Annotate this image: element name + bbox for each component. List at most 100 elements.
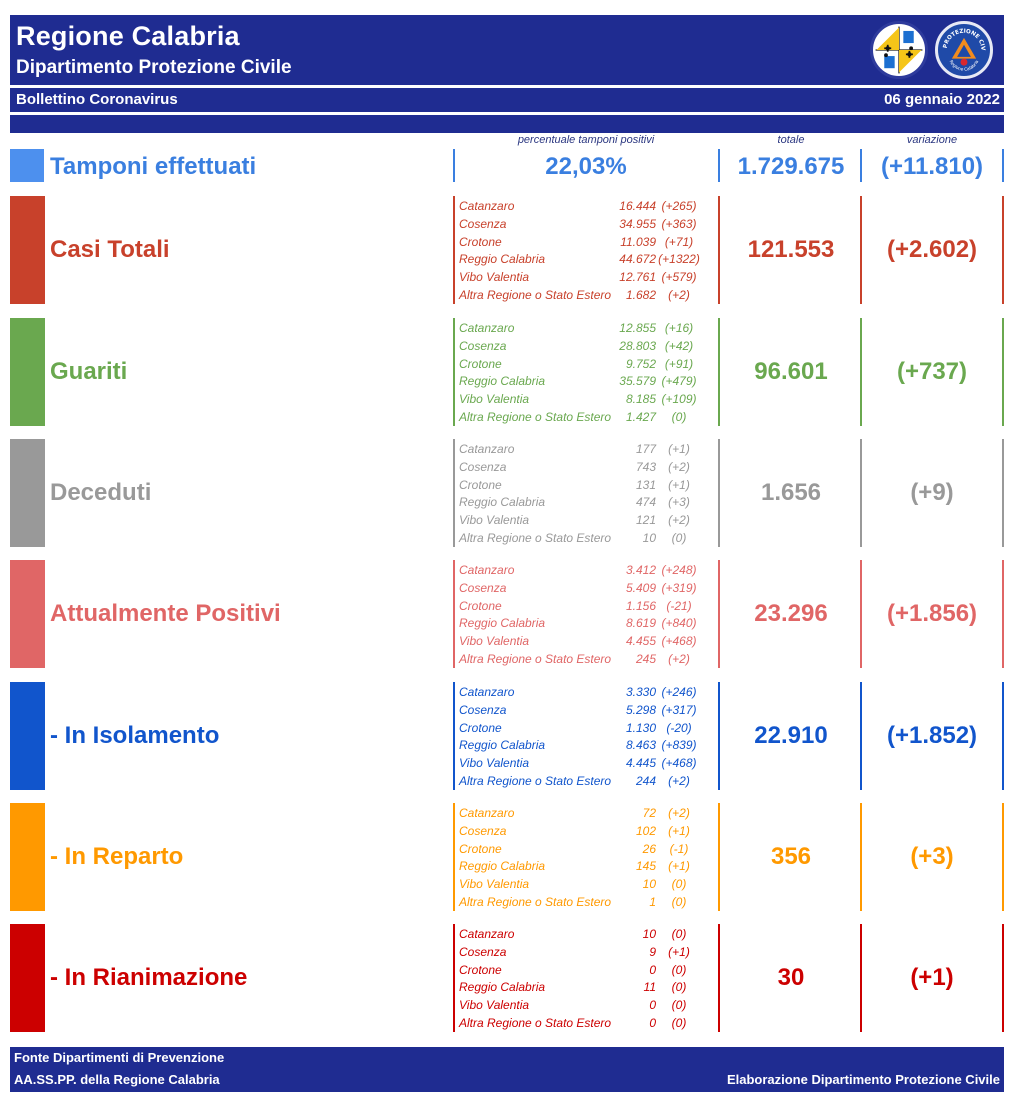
- province-value: 8.185: [625, 392, 656, 407]
- province-name: Crotone: [459, 356, 502, 371]
- tamponi-divider: [860, 149, 862, 182]
- province-name: Reggio Calabria: [459, 495, 546, 510]
- province-row: Crotone 9.752 (+91): [459, 356, 719, 374]
- section-divider: [453, 196, 455, 304]
- province-row: Altra Regione o Stato Estero 1 (0): [459, 894, 719, 912]
- tamponi-change: (+11.810): [880, 153, 984, 180]
- province-row: Catanzaro 3.330 (+246): [459, 684, 719, 702]
- province-name: Vibo Valentia: [459, 877, 530, 892]
- section-total: 23.296: [754, 600, 828, 627]
- province-name: Altra Regione o Stato Estero: [459, 287, 612, 302]
- province-name: Cosenza: [459, 702, 507, 717]
- province-list: Catanzaro 10 (0) Cosenza 9 (+1) Crotone 0 (0) Reg…: [459, 926, 719, 1033]
- province-row: Vibo Valentia 10 (0): [459, 876, 719, 894]
- province-value: 4.455: [625, 634, 656, 649]
- province-name: Vibo Valentia: [459, 392, 530, 407]
- province-row: Cosenza 5.298 (+317): [459, 702, 719, 720]
- section-divider: [860, 318, 862, 426]
- province-delta: (+16): [664, 321, 694, 335]
- province-value: 5.409: [625, 580, 656, 595]
- province-value: 16.444: [619, 199, 656, 213]
- province-value: 34.955: [619, 216, 656, 231]
- province-value: 131: [635, 477, 656, 492]
- section-color-square: [10, 803, 45, 911]
- province-value: 3.330: [625, 685, 656, 699]
- tamponi-divider: [1002, 149, 1004, 182]
- province-delta: (+42): [664, 338, 694, 353]
- province-delta: (+479): [661, 374, 697, 389]
- province-delta: (+265): [661, 199, 697, 213]
- province-name: Cosenza: [459, 823, 507, 838]
- province-list: Catanzaro 16.444 (+265) Cosenza 34.955 (+363)…: [459, 198, 719, 305]
- province-name: Crotone: [459, 720, 502, 735]
- province-delta: (+2): [668, 459, 690, 474]
- section-label: - In Isolamento: [50, 722, 220, 749]
- province-value: 8.619: [625, 616, 656, 631]
- section-total: 121.553: [747, 236, 835, 263]
- section-block: - In Reparto Catanzaro 72 (+2) Cosenza 102 (+1…: [0, 803, 1024, 911]
- province-name: Altra Regione o Stato Estero: [459, 1015, 612, 1030]
- province-value: 35.579: [619, 374, 656, 389]
- section-divider: [860, 803, 862, 911]
- section-total: 356: [770, 843, 812, 870]
- section-block: Attualmente Positivi Catanzaro 3.412 (+248)…: [0, 560, 1024, 668]
- province-name: Crotone: [459, 477, 502, 492]
- province-delta: (0): [671, 927, 687, 941]
- province-value: 177: [635, 442, 656, 456]
- province-row: Crotone 0 (0): [459, 962, 719, 980]
- province-row: Cosenza 102 (+1): [459, 823, 719, 841]
- section-block: Casi Totali Catanzaro 16.444 (+265) Cosenza 3…: [0, 196, 1024, 304]
- section-block: Deceduti Catanzaro 177 (+1) Cosenza 743 (+2) Cr…: [0, 439, 1024, 547]
- section-color-square: [10, 924, 45, 1032]
- section-divider: [453, 439, 455, 547]
- province-value: 1.427: [625, 409, 656, 424]
- province-delta: (+246): [661, 685, 697, 699]
- regione-calabria-logo-icon: [870, 21, 928, 79]
- province-row: Altra Regione o Stato Estero 10 (0): [459, 530, 719, 548]
- province-name: Catanzaro: [459, 321, 515, 335]
- province-value: 72: [642, 806, 656, 820]
- province-delta: (+1): [668, 944, 690, 959]
- province-value: 0: [649, 998, 656, 1013]
- section-divider: [453, 803, 455, 911]
- province-list: Catanzaro 3.412 (+248) Cosenza 5.409 (+319) Cr…: [459, 562, 719, 669]
- province-delta: (+248): [661, 563, 697, 577]
- province-name: Reggio Calabria: [459, 738, 546, 753]
- province-row: Cosenza 28.803 (+42): [459, 338, 719, 356]
- province-row: Cosenza 5.409 (+319): [459, 580, 719, 598]
- bulletin-title: Bollettino Coronavirus: [16, 91, 178, 108]
- province-name: Altra Regione o Stato Estero: [459, 409, 612, 424]
- section-divider: [1002, 318, 1004, 426]
- province-value: 10: [642, 927, 656, 941]
- province-delta: (+91): [664, 356, 694, 371]
- tamponi-divider: [453, 149, 455, 182]
- bulletin-date: 06 gennaio 2022: [884, 91, 1000, 108]
- province-row: Catanzaro 72 (+2): [459, 805, 719, 823]
- section-divider: [718, 439, 720, 547]
- province-name: Crotone: [459, 962, 502, 977]
- province-value: 245: [635, 651, 656, 666]
- footer-credit: Elaborazione Dipartimento Protezione Civ…: [726, 1072, 1000, 1087]
- province-list: Catanzaro 3.330 (+246) Cosenza 5.298 (+317) Cr…: [459, 684, 719, 791]
- province-name: Reggio Calabria: [459, 859, 546, 874]
- province-name: Catanzaro: [459, 199, 515, 213]
- department-subtitle: Dipartimento Protezione Civile: [16, 57, 292, 78]
- province-value: 11.039: [620, 234, 656, 249]
- province-delta: (+2): [668, 287, 690, 302]
- province-name: Reggio Calabria: [459, 980, 546, 995]
- province-row: Reggio Calabria 8.619 (+840): [459, 615, 719, 633]
- province-value: 1.682: [625, 287, 656, 302]
- province-value: 3.412: [625, 563, 656, 577]
- province-row: Crotone 1.130 (-20): [459, 720, 719, 738]
- province-delta: (0): [671, 530, 687, 545]
- province-row: Vibo Valentia 4.455 (+468): [459, 633, 719, 651]
- province-name: Altra Regione o Stato Estero: [459, 894, 612, 909]
- province-delta: (+468): [661, 756, 697, 771]
- province-row: Crotone 1.156 (-21): [459, 598, 719, 616]
- province-name: Reggio Calabria: [459, 616, 546, 631]
- province-list: Catanzaro 12.855 (+16) Cosenza 28.803 (+42) Cr…: [459, 320, 719, 427]
- section-label: Casi Totali: [50, 236, 170, 263]
- province-delta: (+1322): [658, 252, 700, 267]
- province-value: 28.803: [619, 338, 656, 353]
- section-label: Attualmente Positivi: [50, 600, 281, 627]
